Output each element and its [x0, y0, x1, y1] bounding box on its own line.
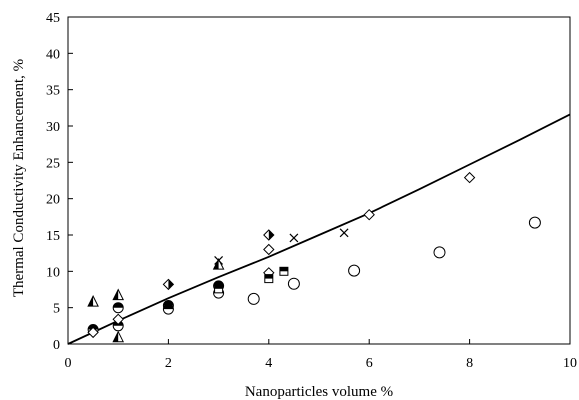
x-tick-label: 0 [65, 356, 72, 371]
data-point-diamond-open [463, 171, 476, 184]
x-tick-label: 2 [165, 356, 172, 371]
y-tick-label: 35 [46, 84, 60, 99]
data-point-triangle-half [112, 288, 125, 301]
y-tick-label: 45 [46, 11, 60, 26]
data-point-circle-open [433, 246, 446, 259]
fit-curve-layer [67, 113, 571, 345]
data-point-triangle-half [87, 294, 99, 307]
data-point-x [339, 228, 349, 238]
data-point-triangle-half [112, 330, 125, 343]
data-points [87, 171, 541, 343]
data-point-square-half [279, 266, 289, 276]
x-tick-label: 6 [366, 356, 373, 371]
data-point-circle-open [247, 292, 260, 305]
x-axis-title: Nanoparticles volume % [245, 384, 393, 400]
x-tick-label: 8 [466, 356, 473, 371]
y-tick-label: 25 [46, 156, 60, 171]
x-tick-label: 4 [265, 356, 272, 371]
data-point-x [289, 233, 299, 243]
data-point-diamond-half [263, 229, 275, 241]
tick-labels: 0 5 10 15 20 25 30 35 40 45 0 2 4 6 8 10 [46, 11, 577, 371]
y-tick-label: 5 [53, 302, 60, 317]
data-point-circle-open [528, 216, 541, 229]
data-point-diamond-open [87, 326, 99, 339]
x-tick-label: 10 [563, 356, 577, 371]
data-point-square-half [264, 274, 274, 284]
data-point-x [214, 255, 224, 265]
fit-curve [67, 113, 571, 345]
data-point-circle-half [112, 302, 124, 314]
data-point-diamond-open [263, 243, 275, 256]
data-point-diamond-half [162, 278, 175, 291]
data-point-circle-open [348, 264, 361, 277]
data-point-circle-open [287, 277, 300, 290]
axes [67, 16, 571, 345]
y-tick-label: 40 [46, 47, 60, 62]
y-axis-title: Thermal Conductivity Enhancement, % [11, 59, 27, 297]
data-point-diamond-open [363, 208, 375, 221]
plot-frame [67, 16, 571, 345]
y-tick-label: 0 [53, 338, 60, 353]
y-tick-label: 30 [46, 120, 60, 135]
data-point-square-half [214, 284, 224, 294]
y-tick-label: 15 [46, 229, 60, 244]
y-tick-label: 10 [46, 265, 60, 280]
y-tick-label: 20 [46, 193, 60, 208]
data-point-circle-half [162, 303, 174, 315]
data-point-diamond-open [112, 313, 124, 326]
